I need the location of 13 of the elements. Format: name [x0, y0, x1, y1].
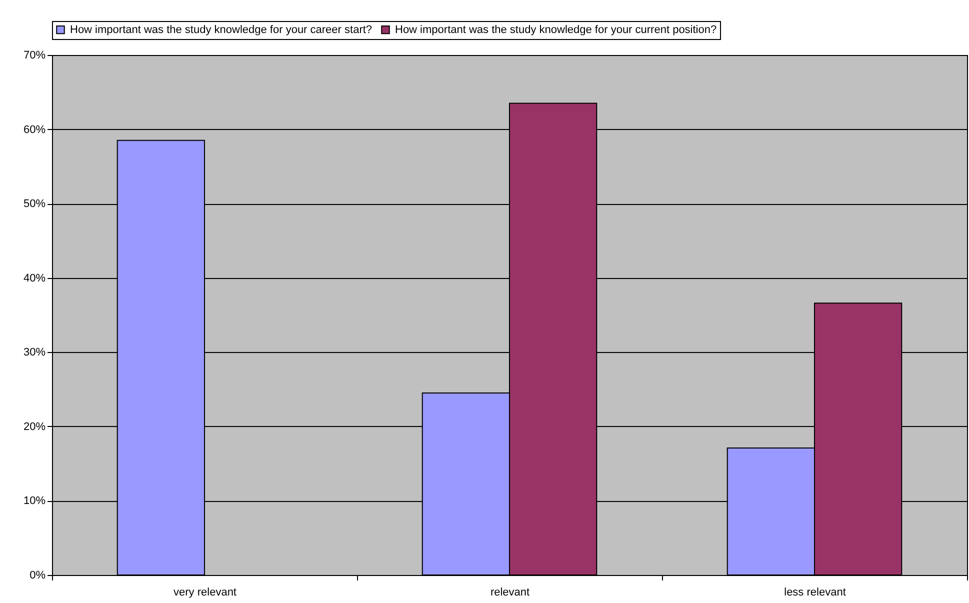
y-tick-label: 60%	[23, 124, 46, 136]
legend-label: How important was the study knowledge for your current position?	[395, 24, 717, 36]
y-tick-label: 20%	[23, 420, 46, 433]
x-tick-label: less relevant	[784, 586, 846, 598]
x-tick-label: relevant	[490, 586, 530, 598]
y-tick-label: 40%	[23, 272, 46, 284]
y-tick-label: 10%	[23, 495, 46, 508]
y-tick-label: 0%	[30, 570, 46, 582]
y-tick-label: 70%	[23, 50, 46, 62]
y-tick-label: 30%	[23, 346, 46, 359]
legend-label: How important was the study knowledge for your career start?	[70, 24, 372, 36]
y-tick-label: 50%	[23, 198, 46, 210]
x-tick-label: very relevant	[174, 586, 236, 598]
